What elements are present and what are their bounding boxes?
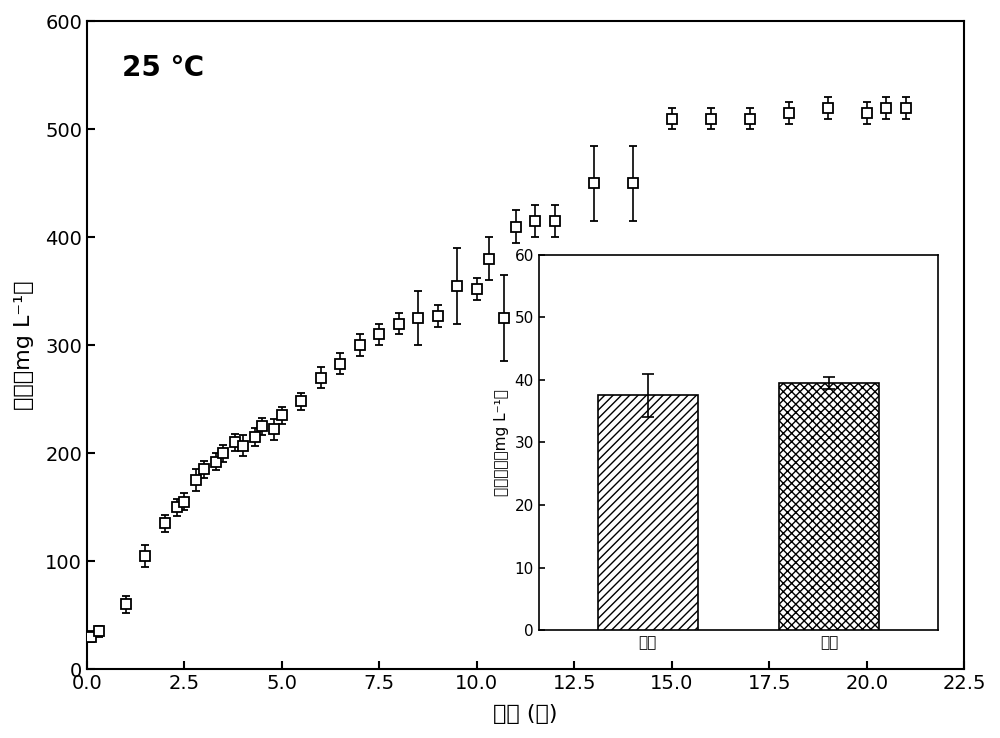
- Text: 25 ℃: 25 ℃: [122, 54, 204, 82]
- X-axis label: 时间 (天): 时间 (天): [493, 704, 558, 724]
- Y-axis label: 乙酸（mg L⁻¹）: 乙酸（mg L⁻¹）: [14, 280, 34, 410]
